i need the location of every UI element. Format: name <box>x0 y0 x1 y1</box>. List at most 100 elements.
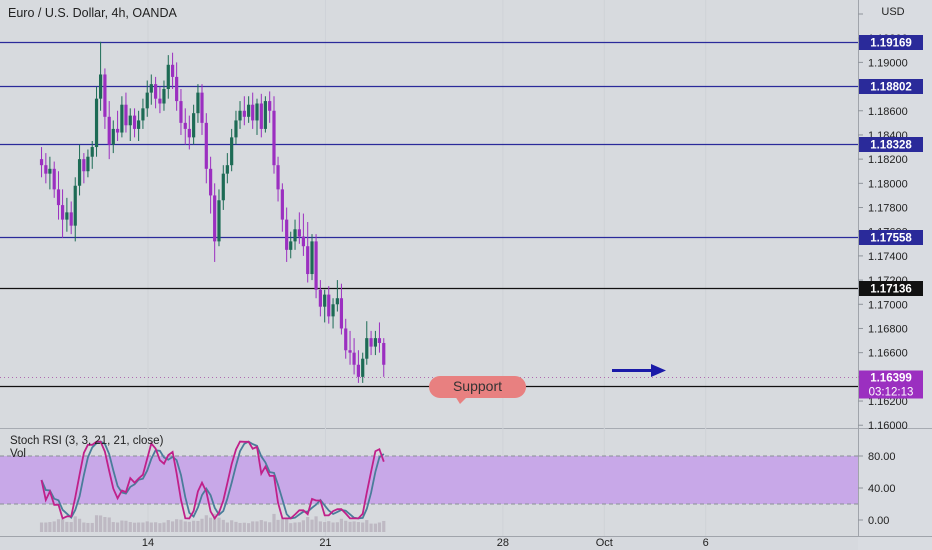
candle-body <box>145 92 149 109</box>
candle-body <box>234 120 238 138</box>
support-callout[interactable]: Support <box>429 376 526 404</box>
indicator-title[interactable]: Stoch RSI (3, 3, 21, 21, close) <box>10 435 164 447</box>
candle-body <box>65 212 69 220</box>
candle-body <box>255 103 259 121</box>
level-tag-label: 1.18802 <box>870 82 912 94</box>
candle-body <box>107 116 111 145</box>
volume-bar <box>187 521 191 532</box>
candle-body <box>69 212 73 226</box>
volume-bar <box>170 521 175 532</box>
candle-body <box>348 350 352 353</box>
candle-body <box>120 104 124 133</box>
volume-bar <box>217 517 221 532</box>
volume-bar <box>344 520 348 532</box>
volume-bar <box>352 521 356 532</box>
price-tick-label: 1.17800 <box>868 203 908 215</box>
candle-body <box>327 294 331 317</box>
candle-body <box>293 229 297 242</box>
candle-body <box>111 128 115 145</box>
candle-body <box>259 103 263 129</box>
right-arrow-icon[interactable] <box>612 364 666 377</box>
candle-body <box>356 364 361 377</box>
volume-bar <box>327 521 331 532</box>
volume-bar <box>310 519 314 532</box>
volume-bar <box>285 518 289 532</box>
volume-bar <box>196 520 200 532</box>
time-label: 21 <box>319 537 331 549</box>
candle-body <box>339 298 344 329</box>
indicator-tick-label: 80.00 <box>868 451 896 463</box>
level-tag-label: 1.17558 <box>870 233 912 245</box>
time-label: 14 <box>142 537 154 549</box>
candle-body <box>352 352 356 365</box>
volume-bar <box>98 515 103 532</box>
volume-bar <box>221 519 225 532</box>
candle-body <box>196 92 200 114</box>
candle-body <box>344 328 348 351</box>
volume-bar <box>69 522 73 532</box>
volume-bar <box>175 519 179 532</box>
candle-body <box>314 241 318 290</box>
volume-bar <box>373 523 377 532</box>
volume-bar <box>238 522 242 532</box>
symbol-title[interactable]: Euro / U.S. Dollar, 4h, OANDA <box>8 6 177 20</box>
candle-body <box>154 84 158 99</box>
candle-body <box>192 113 196 138</box>
volume-bar <box>377 522 382 532</box>
currency-label: USD <box>881 6 904 18</box>
volume-bar <box>339 518 344 532</box>
volume-label[interactable]: Vol <box>10 448 26 460</box>
volume-bar <box>137 522 141 532</box>
stoch-rsi-indicator[interactable] <box>0 440 858 532</box>
volume-bar <box>48 522 52 532</box>
volume-bar <box>56 519 61 532</box>
candle-body <box>306 246 310 275</box>
price-tick-label: 1.19000 <box>868 57 908 69</box>
candle-body <box>242 110 246 117</box>
time-label: 28 <box>497 537 509 549</box>
time-axis-labels: 14 21 28 Oct 6 <box>142 537 709 549</box>
candle-body <box>365 338 369 359</box>
level-tag-label: 1.17136 <box>870 284 912 296</box>
price-tick-label: 1.17000 <box>868 299 908 311</box>
volume-bar <box>111 522 115 532</box>
volume-bar <box>82 522 86 532</box>
price-tick-label: 1.16800 <box>868 323 908 335</box>
candle-body <box>90 147 94 157</box>
candle-body <box>361 358 365 377</box>
volume-bar <box>158 523 162 532</box>
candle-body <box>297 229 301 237</box>
volume-bar <box>356 522 361 532</box>
candle-body <box>276 165 280 190</box>
support-label: Support <box>453 378 502 394</box>
candle-body <box>310 241 314 275</box>
volume-bar <box>94 515 99 532</box>
volume-bar <box>204 515 208 532</box>
candle-body <box>94 98 99 148</box>
candle-body <box>280 189 284 220</box>
volume-bar <box>120 520 124 532</box>
volume-bar <box>361 522 365 532</box>
candle-body <box>162 88 166 104</box>
candle-body <box>318 289 322 307</box>
candle-body <box>289 241 293 250</box>
volume-bar <box>314 516 318 532</box>
candle-body <box>48 168 52 174</box>
candle-body <box>86 156 90 172</box>
indicator-axis-ticks: 80.00 40.00 0.00 <box>858 451 896 527</box>
volume-bar <box>247 523 251 532</box>
price-tick-label: 1.16000 <box>868 420 908 432</box>
candle-body <box>103 74 107 117</box>
price-tick-label: 1.18600 <box>868 106 908 118</box>
volume-bar <box>331 522 335 532</box>
volume-bar <box>154 522 158 532</box>
volume-bars <box>39 513 386 532</box>
candle-body <box>331 304 335 317</box>
horizontal-levels[interactable] <box>0 41 858 388</box>
volume-bar <box>234 521 238 532</box>
candle-body <box>209 168 213 196</box>
indicator-tick-label: 40.00 <box>868 483 896 495</box>
grid <box>147 0 707 536</box>
